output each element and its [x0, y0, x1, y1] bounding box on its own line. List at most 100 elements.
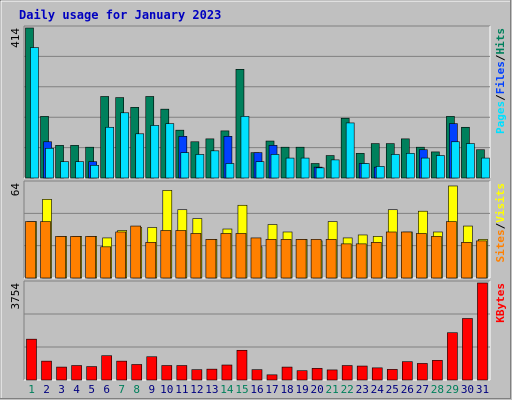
- x-tick-label: 5: [88, 383, 95, 396]
- legend-entry-sites: Sites: [494, 229, 507, 262]
- pages-bar: [90, 165, 99, 179]
- sites-bar: [401, 231, 412, 279]
- pages-bar: [165, 123, 175, 179]
- kbytes-bar: [206, 368, 218, 381]
- chart-title: Daily usage for January 2023: [19, 8, 221, 22]
- kbytes-bar: [146, 356, 158, 381]
- pages-bar: [270, 154, 280, 179]
- legend-entry-sep: /: [494, 94, 507, 101]
- sites-bar: [160, 230, 172, 279]
- sites-bar: [340, 243, 352, 279]
- x-tick-label: 17: [265, 383, 278, 396]
- panels: [23, 25, 491, 381]
- sites-bar: [476, 240, 487, 279]
- sites-bar: [416, 233, 427, 279]
- kbytes-bar: [101, 355, 112, 381]
- kbytes-bar: [221, 364, 233, 381]
- sites-bar: [145, 242, 157, 279]
- pages-bar: [45, 147, 54, 179]
- kbytes-bar: [311, 368, 323, 381]
- x-tick-label: 31: [476, 383, 489, 396]
- pages-bar: [360, 163, 370, 179]
- pages-bar: [466, 143, 475, 179]
- sites-bar: [190, 233, 202, 279]
- sites-bar: [115, 231, 126, 279]
- x-tick-label: 26: [401, 383, 414, 396]
- x-tick-label: 13: [205, 383, 218, 396]
- kbytes-bar: [71, 365, 82, 381]
- legend-entry-files: Files: [494, 61, 507, 94]
- pages-bar: [195, 154, 205, 179]
- x-axis-day-labels: 1 2 3 4 5 6 7 8 9 10 11 12 13 14 15 16 17 18 19 20 21 22 23 24 2…: [28, 383, 489, 396]
- sites-bar: [130, 225, 142, 279]
- sites-bar: [55, 236, 66, 279]
- pages-bar: [451, 141, 460, 179]
- pages-bar: [150, 125, 160, 179]
- sites-bar: [310, 239, 322, 279]
- x-tick-label: 8: [133, 383, 140, 396]
- kbytes-bar: [371, 367, 383, 381]
- kbytes-bar: [296, 370, 308, 381]
- pages-bar: [210, 150, 220, 179]
- x-tick-label: 30: [461, 383, 474, 396]
- pages-bar: [180, 152, 190, 179]
- sites-bar: [355, 243, 367, 279]
- pages-bar: [75, 161, 84, 179]
- kbytes-bar: [26, 338, 37, 381]
- legend-entry-hits: Hits: [494, 28, 507, 55]
- pages-bar: [375, 166, 385, 179]
- legend-visits-sites: Sites/Visits: [494, 183, 507, 263]
- pages-bar: [30, 47, 39, 179]
- pages-bar: [240, 116, 250, 179]
- x-tick-label: 10: [160, 383, 173, 396]
- pages-bar: [406, 153, 415, 179]
- sites-bar: [385, 231, 397, 279]
- sites-bar: [370, 242, 382, 279]
- bars: [25, 27, 490, 381]
- kbytes-bar: [432, 360, 443, 381]
- x-tick-label: 15: [235, 383, 248, 396]
- sites-bar: [85, 236, 96, 279]
- sites-bar: [295, 239, 307, 279]
- x-tick-label: 4: [73, 383, 80, 396]
- kbytes-bar: [176, 365, 188, 381]
- sites-bar: [325, 239, 337, 279]
- kbytes-bar: [417, 363, 428, 381]
- x-tick-label: 20: [311, 383, 324, 396]
- legend-entry-visits: Visits: [494, 183, 507, 223]
- kbytes-bar: [462, 318, 473, 381]
- x-tick-label: 1: [28, 383, 35, 396]
- kbytes-bar: [326, 369, 338, 381]
- pages-bar: [315, 167, 325, 179]
- kbytes-bar: [356, 365, 368, 381]
- x-tick-label: 7: [118, 383, 125, 396]
- pages-bar: [285, 157, 295, 179]
- sites-bar: [25, 221, 36, 279]
- x-tick-label: 11: [175, 383, 188, 396]
- legend-entry-sep: /: [494, 54, 507, 61]
- kbytes-bar: [447, 332, 458, 381]
- kbytes-bar: [281, 366, 293, 381]
- x-tick-label: 9: [148, 383, 155, 396]
- x-tick-label: 27: [416, 383, 429, 396]
- sites-bar: [431, 236, 442, 279]
- x-tick-label: 22: [341, 383, 354, 396]
- x-tick-label: 28: [431, 383, 444, 396]
- pages-bar: [421, 157, 430, 179]
- kbytes-bar: [477, 282, 488, 381]
- sites-bar: [70, 236, 81, 279]
- x-tick-label: 21: [326, 383, 339, 396]
- sites-bar: [205, 239, 217, 279]
- x-tick-label: 24: [371, 383, 385, 396]
- legend-entry-sep: /: [494, 222, 507, 229]
- kbytes-bar: [251, 369, 263, 381]
- pages-bar: [120, 112, 129, 179]
- sites-bar: [446, 221, 457, 279]
- pages-bar: [300, 157, 310, 179]
- x-tick-label: 18: [280, 383, 293, 396]
- kbytes-bar: [56, 366, 67, 381]
- legend-hits-files-pages: Pages/Files/Hits: [494, 28, 507, 134]
- sites-bar: [40, 221, 51, 279]
